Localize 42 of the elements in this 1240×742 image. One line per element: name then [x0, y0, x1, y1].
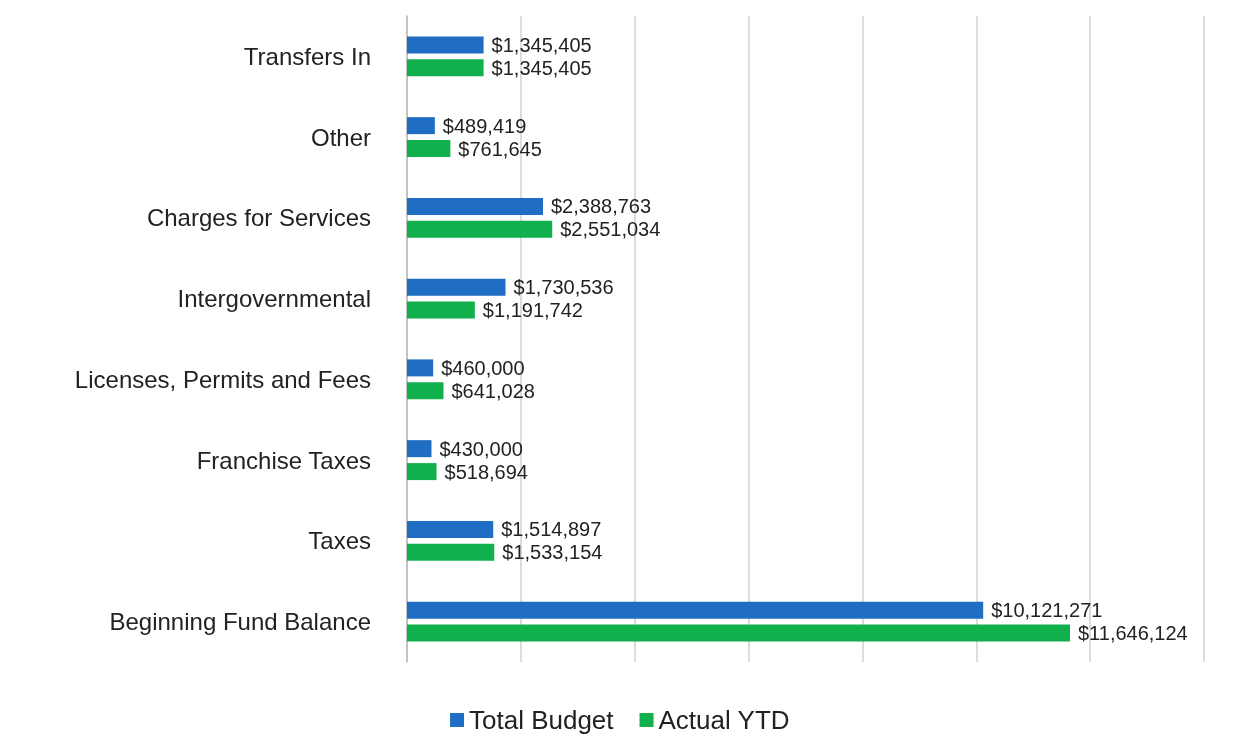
- data-label: $2,388,763: [550, 195, 652, 218]
- legend-label: Total Budget: [468, 705, 615, 735]
- legend-label: Actual YTD: [658, 705, 790, 735]
- data-label: $1,191,742: [482, 299, 583, 322]
- bar: [407, 117, 435, 135]
- bar: [407, 543, 495, 561]
- bar: [407, 278, 506, 296]
- bar: [407, 140, 451, 158]
- bar: [407, 440, 432, 458]
- bar: [407, 624, 1070, 642]
- bar: [407, 197, 543, 215]
- bar: [407, 601, 984, 619]
- data-label: $2,551,034: [560, 218, 661, 241]
- bar: [407, 520, 494, 538]
- data-label: $1,345,405: [491, 56, 592, 79]
- data-label: $1,730,536: [513, 276, 614, 299]
- data-label: $641,028: [451, 379, 535, 402]
- bar: [407, 463, 437, 481]
- y-tick-label: Other: [310, 123, 371, 151]
- y-tick-label: Transfers In: [243, 42, 371, 70]
- y-tick-label: Franchise Taxes: [196, 446, 371, 474]
- data-label: $1,533,154: [502, 541, 603, 564]
- data-label: $11,646,124: [1078, 622, 1188, 645]
- y-tick-label: Taxes: [308, 527, 371, 555]
- y-tick-label: Licenses, Permits and Fees: [74, 365, 371, 393]
- bar: [407, 301, 475, 319]
- bar: [407, 36, 484, 54]
- y-tick-label: Intergovernmental: [177, 285, 371, 313]
- y-tick-label: Charges for Services: [146, 204, 371, 232]
- bar: [407, 359, 434, 377]
- data-label: $518,694: [444, 460, 528, 483]
- data-label: $761,645: [458, 137, 542, 160]
- data-label: $460,000: [441, 356, 525, 379]
- data-label: $489,419: [442, 114, 527, 137]
- data-label: $1,345,405: [491, 33, 592, 56]
- data-label: $430,000: [439, 437, 523, 460]
- bar: [407, 220, 553, 238]
- bar: [407, 59, 484, 77]
- data-label: $1,514,897: [501, 518, 602, 541]
- data-label: $10,121,271: [991, 599, 1103, 622]
- y-tick-label: Beginning Fund Balance: [109, 608, 371, 636]
- bar: [407, 382, 444, 400]
